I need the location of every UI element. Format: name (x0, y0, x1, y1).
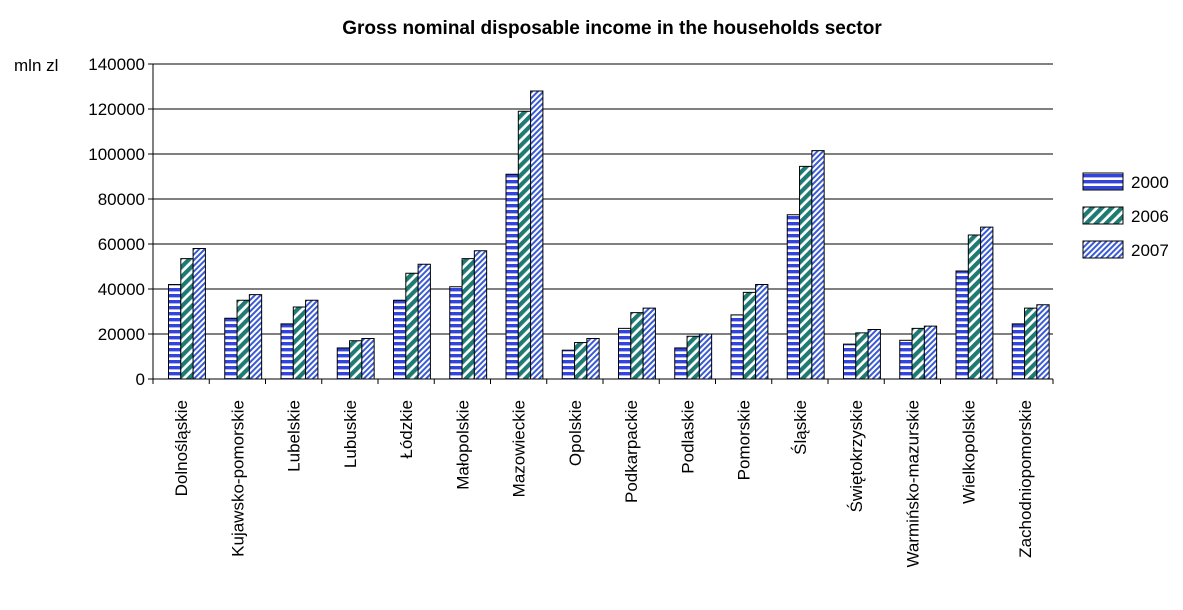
y-axis-label: mln zl (14, 56, 58, 75)
category-label: Pomorskie (735, 400, 754, 480)
legend-swatch-2000 (1082, 172, 1124, 191)
bar-2007-13 (923, 325, 938, 380)
bar-2006-1 (236, 299, 250, 380)
category-label: Podlaskie (678, 400, 697, 474)
bar-2006-8 (630, 312, 644, 380)
bar-2000-6 (505, 173, 519, 380)
bar-2007-12 (867, 329, 881, 380)
bar-2000-3 (336, 347, 351, 380)
bar-2007-2 (305, 299, 319, 380)
y-tick-label: 0 (136, 370, 145, 389)
legend: 2000 2006 2007 (1082, 172, 1169, 260)
bar-2007-15 (1036, 304, 1050, 380)
category-label: Dolnośląskie (172, 400, 191, 496)
category-label: Lubelskie (285, 400, 304, 472)
bar-2000-11 (786, 214, 801, 380)
gridlines (153, 63, 1053, 335)
bar-2000-12 (843, 343, 857, 380)
category-label: Mazowieckie (510, 400, 529, 497)
bar-2007-9 (698, 333, 713, 380)
category-label: Wielkopolskie (960, 400, 979, 504)
legend-label: 2000 (1131, 173, 1169, 192)
y-tick-label: 40000 (98, 280, 145, 299)
bar-2007-11 (811, 150, 825, 380)
bar-2007-0 (192, 248, 206, 380)
bar-2006-14 (967, 234, 982, 380)
y-tick-label: 100000 (88, 145, 145, 164)
category-label: Kujawsko-pomorskie (228, 400, 247, 557)
legend-label: 2007 (1131, 241, 1169, 260)
legend-swatch-2007 (1082, 240, 1124, 259)
category-label: Świętokrzyskie (847, 400, 866, 512)
bar-2007-8 (642, 307, 656, 380)
category-label: Małopolskie (453, 400, 472, 490)
category-label: Warmińsko-mazurskie (903, 400, 922, 568)
bar-2000-8 (618, 327, 632, 380)
bar-2006-9 (686, 335, 700, 380)
bar-2006-0 (180, 258, 194, 380)
bar-2007-4 (417, 263, 431, 380)
bar-2007-7 (586, 338, 600, 380)
bar-2000-14 (955, 270, 969, 380)
legend-label: 2006 (1131, 207, 1169, 226)
y-tick-label: 120000 (88, 100, 145, 119)
bar-2000-0 (168, 284, 182, 380)
bar-2000-13 (899, 339, 913, 380)
bar-2000-9 (674, 347, 688, 380)
bar-2007-6 (530, 90, 544, 380)
bar-2006-7 (574, 342, 588, 380)
bar-2000-10 (730, 314, 744, 380)
category-label: Łódzkie (397, 400, 416, 459)
bar-2006-11 (799, 165, 813, 380)
y-tick-label: 60000 (98, 235, 145, 254)
axes (152, 64, 1054, 384)
category-label: Lubuskie (341, 400, 360, 468)
category-label: Śląskie (791, 400, 810, 455)
y-axis-ticks: 0 20000 40000 60000 80000 100000 120000 140000 (88, 55, 153, 389)
bar-2000-5 (449, 286, 463, 380)
category-labels: Dolnośląskie Kujawsko-pomorskie Lubelskie L… (172, 400, 1035, 568)
bar-2006-6 (517, 110, 532, 380)
bar-2006-3 (349, 340, 363, 380)
bar-2006-10 (742, 291, 757, 380)
legend-swatch-2006 (1082, 206, 1124, 225)
bar-2007-10 (755, 284, 769, 380)
bars (168, 90, 1050, 380)
bar-2000-4 (393, 299, 407, 380)
bar-2007-5 (473, 250, 488, 380)
bar-2007-1 (248, 294, 263, 380)
bar-2000-1 (224, 317, 238, 380)
bar-2006-5 (461, 258, 475, 380)
bar-2007-14 (980, 226, 994, 380)
bar-2000-2 (280, 323, 294, 380)
category-label: Zachodniopomorskie (1016, 400, 1035, 558)
bar-2000-15 (1011, 323, 1026, 380)
category-label: Opolskie (566, 400, 585, 466)
bar-2006-12 (855, 332, 869, 380)
bar-2006-2 (292, 306, 307, 380)
y-tick-label: 20000 (98, 325, 145, 344)
category-label: Podkarpackie (622, 400, 641, 503)
y-tick-label: 140000 (88, 55, 145, 74)
bar-2006-15 (1024, 307, 1038, 380)
chart-title: Gross nominal disposable income in the h… (342, 18, 882, 39)
y-tick-label: 80000 (98, 190, 145, 209)
bar-2007-3 (361, 338, 375, 380)
bar-2006-4 (405, 272, 419, 380)
bar-2000-7 (561, 349, 576, 380)
bar-2006-13 (911, 327, 925, 380)
